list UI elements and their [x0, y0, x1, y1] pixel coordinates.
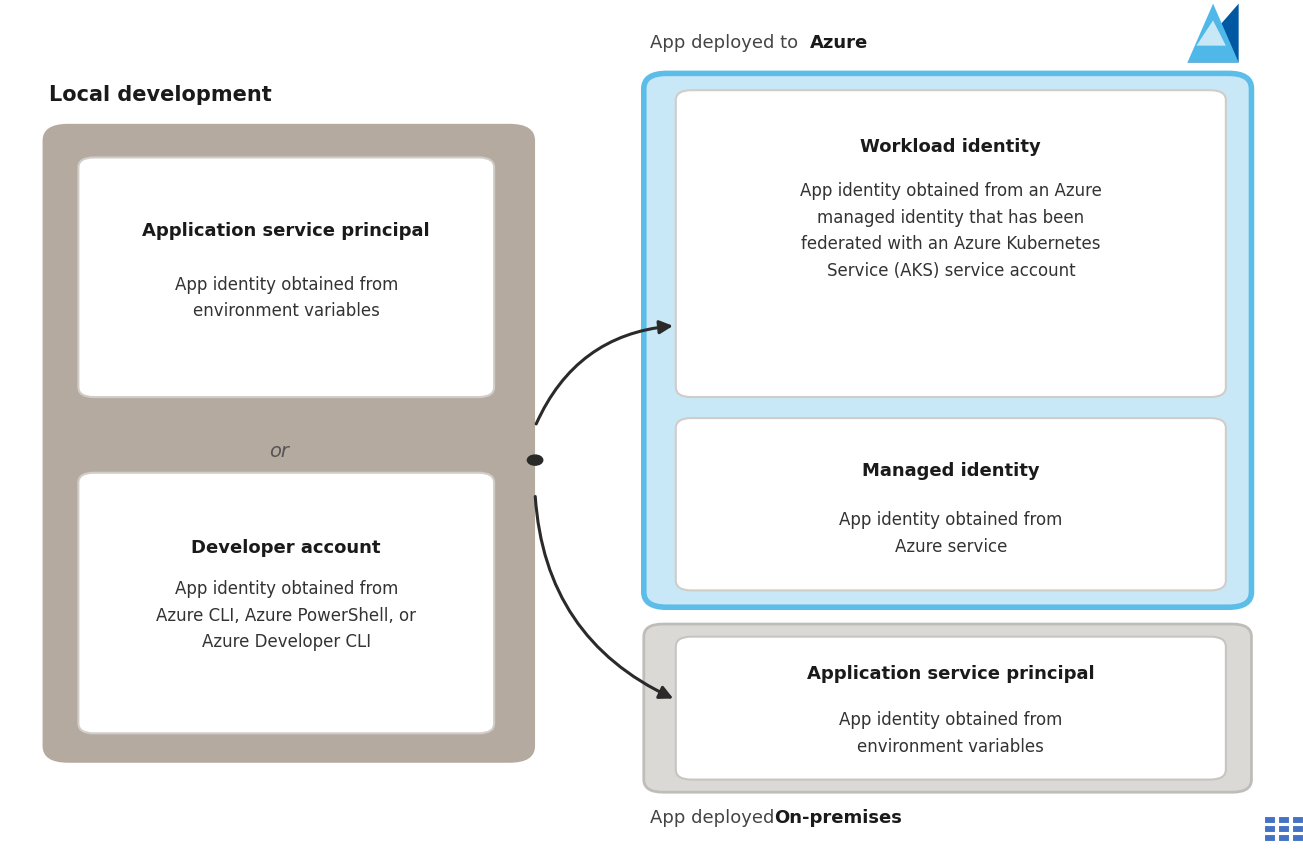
Polygon shape	[1187, 3, 1239, 62]
FancyBboxPatch shape	[43, 124, 536, 762]
Text: Developer account: Developer account	[192, 540, 380, 557]
Text: App identity obtained from
environment variables: App identity obtained from environment v…	[175, 276, 397, 321]
FancyBboxPatch shape	[676, 90, 1226, 397]
Circle shape	[528, 455, 543, 465]
FancyBboxPatch shape	[644, 73, 1251, 608]
Text: Azure: Azure	[810, 34, 868, 53]
Text: App deployed to: App deployed to	[650, 34, 804, 53]
FancyBboxPatch shape	[78, 157, 494, 397]
Text: or: or	[270, 443, 289, 461]
FancyBboxPatch shape	[1293, 816, 1303, 823]
Text: Workload identity: Workload identity	[860, 138, 1041, 156]
Polygon shape	[1187, 3, 1239, 62]
Polygon shape	[1196, 20, 1226, 46]
FancyBboxPatch shape	[1293, 834, 1303, 842]
FancyBboxPatch shape	[1278, 834, 1289, 842]
Text: App identity obtained from an Azure
managed identity that has been
federated wit: App identity obtained from an Azure mana…	[800, 182, 1102, 280]
FancyBboxPatch shape	[644, 624, 1251, 792]
Text: Managed identity: Managed identity	[863, 461, 1040, 480]
Text: App identity obtained from
Azure service: App identity obtained from Azure service	[839, 511, 1062, 556]
FancyBboxPatch shape	[1278, 825, 1289, 832]
Text: Local development: Local development	[50, 85, 272, 106]
FancyBboxPatch shape	[676, 418, 1226, 591]
Text: App identity obtained from
Azure CLI, Azure PowerShell, or
Azure Developer CLI: App identity obtained from Azure CLI, Az…	[156, 580, 416, 651]
FancyBboxPatch shape	[1278, 816, 1289, 823]
FancyBboxPatch shape	[676, 637, 1226, 780]
FancyBboxPatch shape	[1264, 816, 1274, 823]
Text: App deployed: App deployed	[650, 809, 780, 827]
Text: App identity obtained from
environment variables: App identity obtained from environment v…	[839, 711, 1062, 756]
Text: On-premises: On-premises	[774, 809, 902, 827]
FancyBboxPatch shape	[1293, 825, 1303, 832]
Text: Application service principal: Application service principal	[807, 665, 1095, 683]
FancyBboxPatch shape	[1264, 825, 1274, 832]
Text: Application service principal: Application service principal	[142, 222, 430, 240]
FancyBboxPatch shape	[1264, 834, 1274, 842]
FancyBboxPatch shape	[78, 472, 494, 734]
